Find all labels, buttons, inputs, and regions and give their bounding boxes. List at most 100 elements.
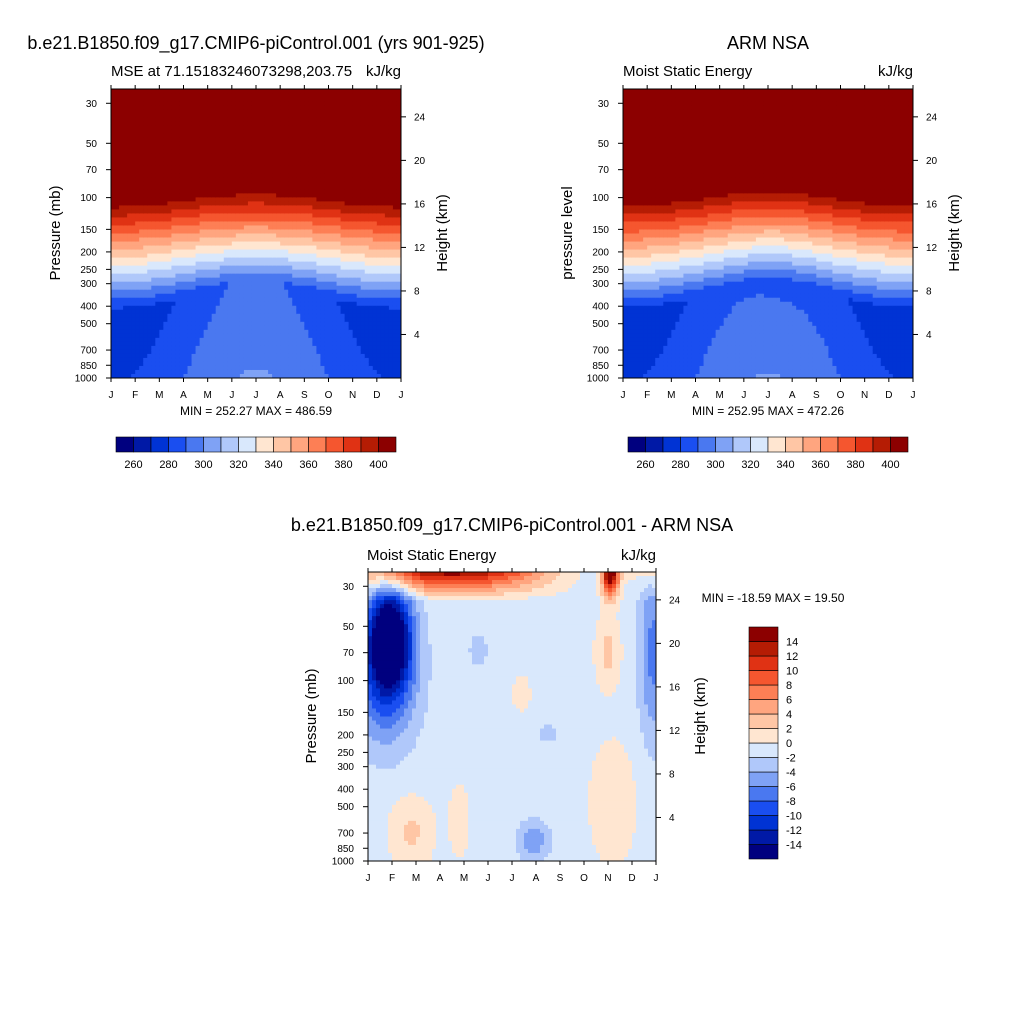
contour-cell: [308, 321, 313, 327]
contour-cell: [147, 185, 152, 190]
contour-cell: [183, 129, 189, 134]
contour-cell: [348, 173, 354, 178]
contour-cell: [159, 265, 164, 271]
contour-cell: [268, 149, 273, 154]
contour-cell: [183, 301, 189, 307]
contour-cell: [111, 221, 116, 227]
contour-cell: [288, 153, 293, 158]
contour-cell: [308, 313, 313, 319]
contour-cell: [187, 329, 193, 335]
contour-cell: [167, 353, 173, 359]
contour-cell: [352, 201, 358, 206]
contour-cell: [312, 237, 318, 243]
contour-cell: [135, 261, 140, 267]
contour-cell: [183, 105, 189, 110]
contour-cell: [324, 365, 330, 371]
contour-cell: [324, 93, 330, 98]
contour-cell: [308, 101, 313, 106]
contour-cell: [284, 245, 289, 251]
contour-cell: [187, 281, 193, 287]
contour-cell: [272, 89, 277, 94]
contour-cell: [324, 173, 330, 178]
contour-cell: [256, 333, 261, 339]
contour-cell: [183, 197, 189, 202]
contour-cell: [348, 349, 354, 355]
contour-cell: [239, 189, 245, 194]
contour-cell: [227, 293, 233, 299]
contour-cell: [175, 129, 181, 134]
contour-cell: [276, 269, 281, 275]
contour-cell: [183, 353, 189, 359]
contour-cell: [239, 349, 245, 355]
contour-cell: [312, 285, 318, 291]
contour-cell: [336, 93, 342, 98]
contour-cell: [123, 333, 128, 339]
contour-cell: [147, 273, 152, 279]
contour-cell: [143, 333, 148, 339]
contour-cell: [199, 185, 205, 190]
contour-cell: [179, 201, 185, 206]
contour-cell: [272, 229, 277, 235]
contour-cell: [336, 205, 342, 211]
contour-cell: [119, 345, 124, 351]
contour-cell: [260, 117, 265, 122]
contour-cell: [320, 313, 326, 319]
contour-cell: [155, 225, 160, 231]
contour-cell: [360, 317, 366, 323]
contour-cell: [231, 265, 237, 271]
contour-cell: [155, 237, 160, 243]
contour-cell: [163, 337, 168, 343]
contour-cell: [211, 189, 217, 194]
contour-cell: [219, 341, 225, 347]
contour-cell: [247, 253, 253, 259]
contour-cell: [268, 161, 273, 166]
contour-cell: [163, 289, 168, 295]
contour-cell: [199, 89, 205, 94]
contour-cell: [372, 369, 378, 375]
contour-cell: [219, 345, 225, 351]
contour-cell: [235, 337, 241, 343]
contour-cell: [135, 369, 140, 375]
contour-cell: [123, 293, 128, 299]
contour-cell: [292, 185, 297, 190]
contour-cell: [320, 341, 326, 347]
contour-cell: [260, 369, 265, 375]
contour-cell: [296, 93, 301, 98]
contour-cell: [131, 285, 136, 291]
contour-cell: [376, 241, 382, 247]
contour-cell: [239, 361, 245, 367]
contour-cell: [207, 277, 213, 283]
contour-cell: [235, 217, 241, 223]
contour-cell: [316, 285, 322, 291]
contour-cell: [251, 161, 257, 166]
contour-cell: [324, 369, 330, 375]
contour-cell: [264, 197, 269, 202]
contour-cell: [127, 89, 132, 94]
contour-cell: [159, 313, 164, 319]
contour-cell: [288, 349, 293, 355]
contour-cell: [292, 337, 297, 343]
contour-cell: [300, 137, 305, 142]
contour-cell: [308, 185, 313, 190]
contour-cell: [171, 301, 177, 307]
contour-cell: [211, 161, 217, 166]
contour-cell: [147, 141, 152, 146]
contour-cell: [135, 169, 140, 174]
contour-cell: [171, 365, 177, 371]
contour-cell: [384, 101, 390, 106]
contour-cell: [288, 285, 293, 291]
contour-cell: [239, 125, 245, 130]
contour-cell: [123, 197, 128, 202]
contour-cell: [187, 361, 193, 367]
contour-cell: [316, 189, 322, 194]
contour-cell: [336, 317, 342, 323]
contour-cell: [247, 177, 253, 182]
contour-cell: [143, 313, 148, 319]
contour-cell: [175, 205, 181, 211]
contour-cell: [123, 149, 128, 154]
contour-cell: [380, 209, 386, 215]
contour-cell: [324, 305, 330, 311]
contour-cell: [320, 205, 326, 211]
contour-cell: [364, 341, 370, 347]
contour-cell: [368, 349, 374, 355]
